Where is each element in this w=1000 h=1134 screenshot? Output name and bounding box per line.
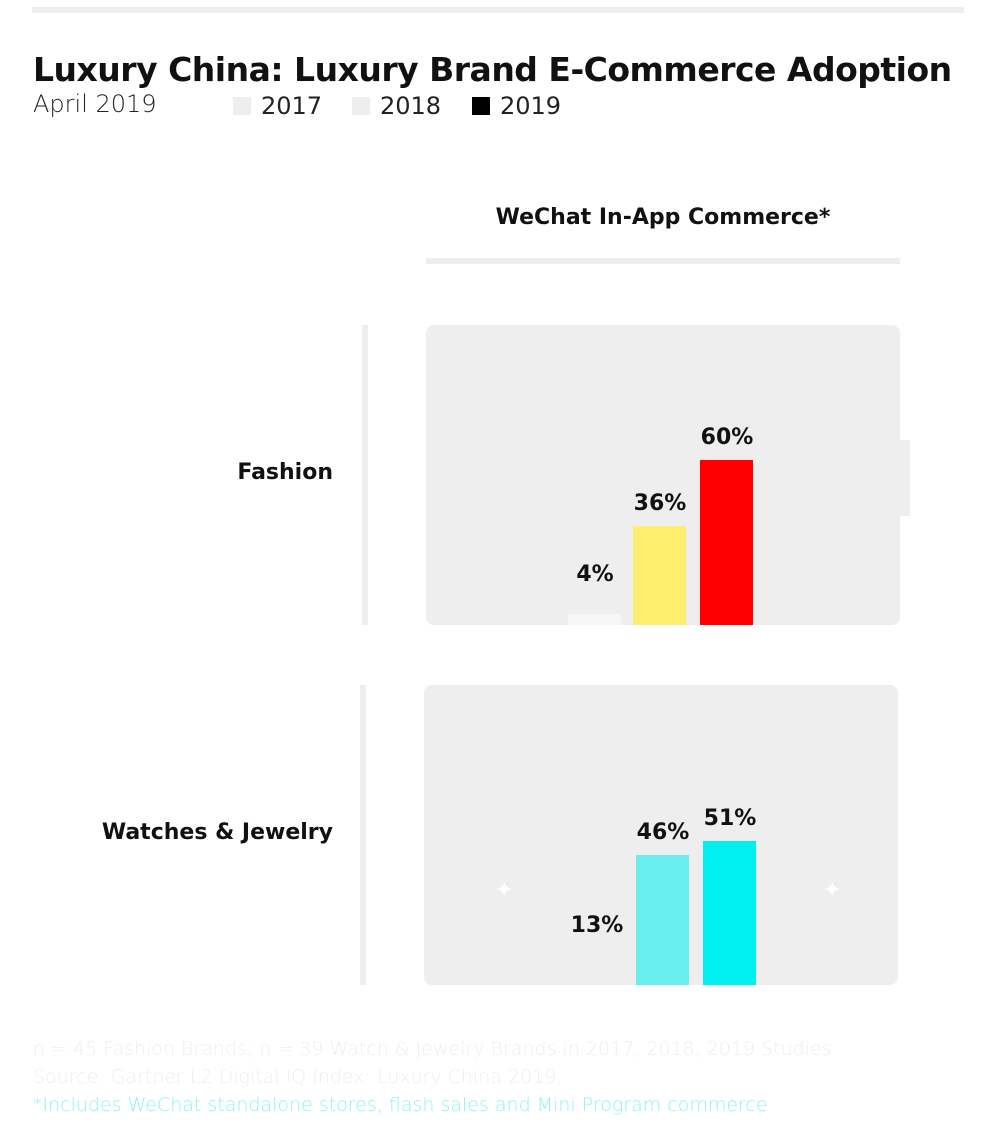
top-divider	[32, 7, 964, 13]
bar-2017-fashion	[568, 614, 621, 625]
row-divider	[362, 325, 368, 625]
column-header: WeChat In-App Commerce*	[495, 205, 831, 230]
panel-tab	[900, 440, 910, 516]
data-label: 13%	[570, 913, 624, 939]
row-label-watches: Watches & Jewelry	[101, 820, 333, 845]
legend-label: 2017	[261, 92, 323, 120]
bar-2018-watches	[636, 855, 689, 985]
footnote-asterisk: *Includes WeChat standalone stores, flas…	[33, 1094, 768, 1116]
data-label: 51%	[703, 806, 757, 832]
data-label: 60%	[700, 425, 754, 450]
legend-swatch	[472, 97, 490, 115]
data-label: 46%	[636, 820, 690, 846]
bar-2018-fashion	[633, 526, 686, 625]
legend-label: 2018	[380, 92, 442, 120]
legend-item-2017: 2017	[233, 92, 322, 120]
sparkle-icon: ✦	[823, 878, 842, 903]
bar-2019-watches	[703, 841, 756, 985]
data-label: 36%	[633, 491, 687, 516]
row-label-fashion: Fashion	[237, 460, 333, 485]
chart-subtitle: April 2019	[33, 90, 157, 118]
sparkle-icon: ✦	[495, 878, 514, 903]
bar-2019-fashion	[700, 460, 753, 625]
legend-label: 2019	[500, 92, 562, 120]
chart-title: Luxury China: Luxury Brand E-Commerce Ad…	[33, 50, 952, 89]
legend-swatch	[352, 97, 370, 115]
legend-item-2019: 2019	[472, 92, 561, 120]
data-label: 4%	[576, 562, 614, 587]
footnote-source: Source: Gartner L2 Digital IQ Index: Lux…	[33, 1066, 563, 1088]
legend-swatch	[233, 97, 251, 115]
footnote-sample: n = 45 Fashion Brands; n = 39 Watch & Je…	[33, 1038, 832, 1060]
column-divider	[426, 258, 900, 264]
row-divider	[360, 685, 366, 985]
bar-2017-watches	[570, 948, 623, 985]
legend-item-2018: 2018	[352, 92, 441, 120]
